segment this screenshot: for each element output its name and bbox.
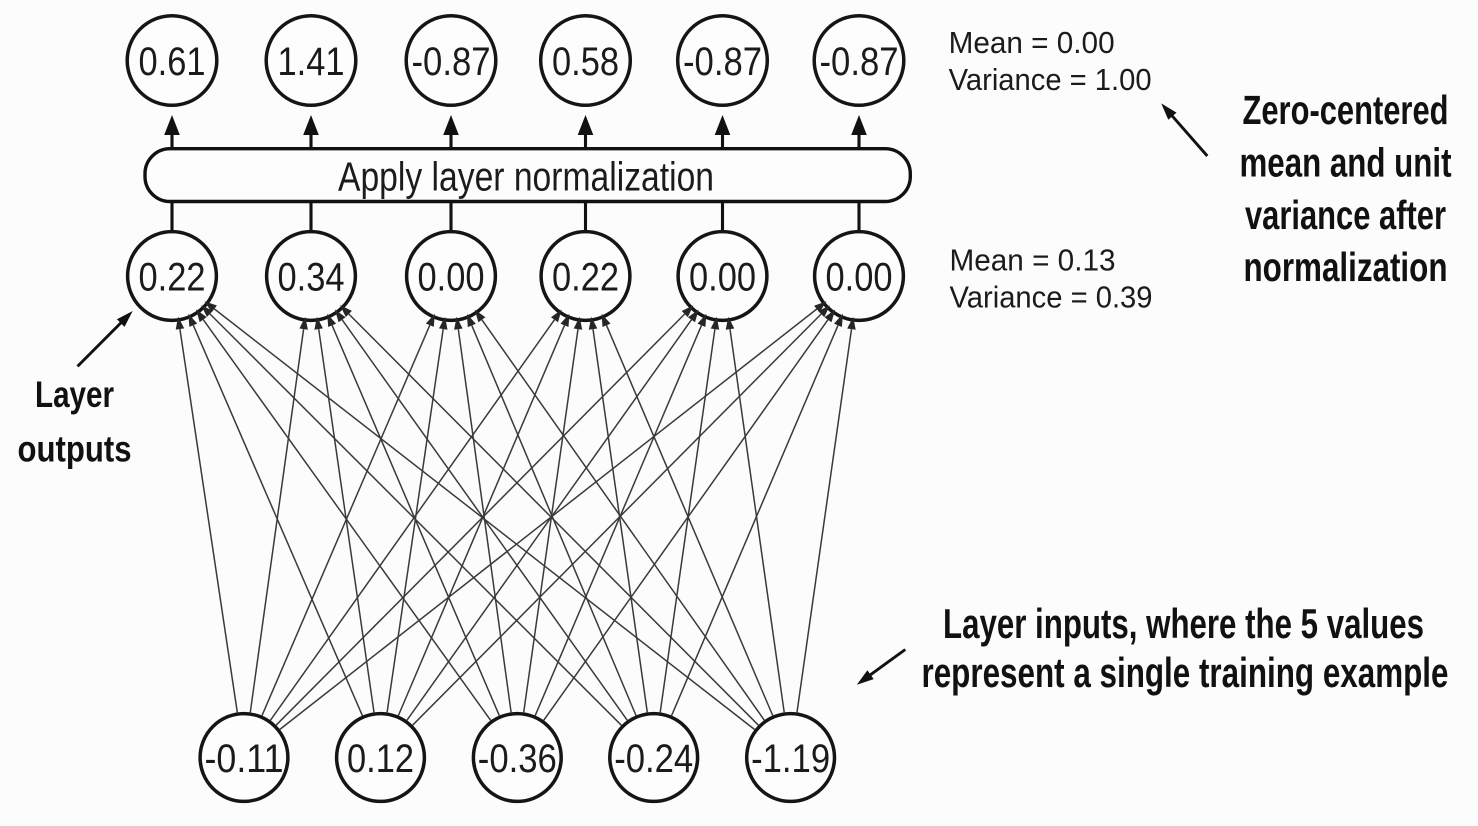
svg-text:Zero-centered: Zero-centered [1243,87,1449,133]
svg-text:-0.87: -0.87 [820,40,899,84]
svg-text:outputs: outputs [18,429,132,470]
svg-text:Mean = 0.13: Mean = 0.13 [950,243,1116,278]
svg-text:-0.11: -0.11 [205,737,284,781]
svg-text:variance after: variance after [1245,192,1446,238]
svg-text:Mean = 0.00: Mean = 0.00 [949,25,1115,60]
svg-text:Variance = 0.39: Variance = 0.39 [950,280,1153,315]
svg-text:0.34: 0.34 [278,255,345,299]
svg-text:represent a single training ex: represent a single training example [922,649,1449,696]
svg-text:0.00: 0.00 [418,255,485,299]
svg-text:0.00: 0.00 [689,255,756,299]
svg-text:-0.36: -0.36 [478,737,557,781]
svg-text:Layer inputs, where the 5 valu: Layer inputs, where the 5 values [943,600,1424,647]
svg-text:Layer: Layer [35,374,114,415]
svg-text:-0.87: -0.87 [412,40,491,84]
svg-text:normalization: normalization [1244,244,1448,290]
svg-text:mean and unit: mean and unit [1240,140,1452,186]
svg-text:0.22: 0.22 [139,255,206,299]
svg-text:-0.87: -0.87 [683,40,762,84]
svg-text:0.22: 0.22 [552,255,619,299]
svg-text:0.58: 0.58 [552,40,619,84]
svg-text:0.61: 0.61 [139,40,206,84]
svg-text:-0.24: -0.24 [614,737,693,781]
svg-text:Variance = 1.00: Variance = 1.00 [949,62,1152,97]
svg-text:Apply layer normalization: Apply layer normalization [338,154,714,200]
svg-text:0.12: 0.12 [347,737,414,781]
svg-text:0.00: 0.00 [826,255,893,299]
svg-text:-1.19: -1.19 [751,737,830,781]
svg-text:1.41: 1.41 [278,40,345,84]
